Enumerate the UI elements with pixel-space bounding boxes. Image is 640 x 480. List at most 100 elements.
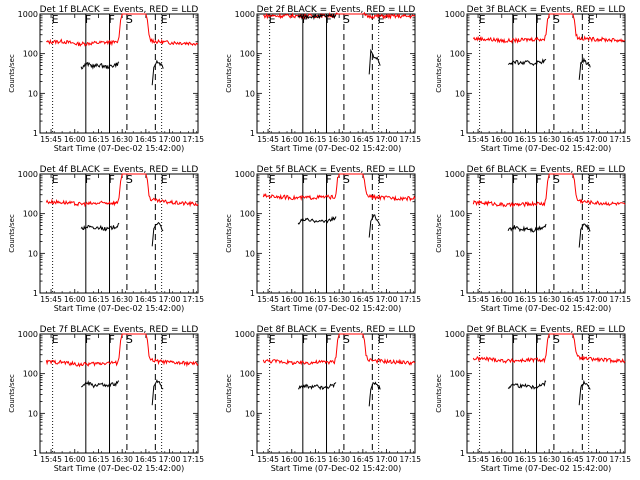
x-tick-label: 16:45 (352, 135, 374, 144)
series-lld-line (263, 11, 416, 20)
y-tick-label: 1000 (445, 170, 465, 179)
x-tick-label: 16:45 (135, 135, 157, 144)
y-axis-label: Counts/sec (225, 54, 233, 93)
region-marker-F: F (326, 333, 332, 346)
y-tick-label: 10 (245, 409, 255, 418)
x-axis-label: Start Time (07-Dec-02 15:42:00) (481, 304, 612, 313)
x-tick-label: 16:15 (305, 455, 327, 464)
x-tick-label: 16:30 (538, 455, 560, 464)
y-tick-label: 100 (240, 50, 255, 59)
region-marker-E: E (52, 13, 59, 26)
x-tick-label: 17:15 (609, 295, 631, 304)
series-lld-line (262, 173, 416, 202)
panel-title: Det 2f BLACK = Events, RED = LLD (257, 5, 416, 15)
region-marker-F: F (536, 333, 542, 346)
region-marker-E: E (378, 173, 385, 186)
y-tick-label: 1 (33, 289, 38, 298)
y-tick-label: 1000 (235, 10, 255, 19)
series-events-line (80, 61, 120, 70)
series-events-line (368, 48, 381, 75)
region-marker-E: E (52, 173, 59, 186)
x-tick-label: 17:15 (399, 295, 421, 304)
region-marker-E: E (161, 13, 168, 26)
series-lld-line (472, 173, 626, 209)
x-tick-label: 16:45 (352, 295, 374, 304)
y-axis-label: Counts/sec (225, 214, 233, 253)
series-events-line (507, 223, 547, 233)
panel-title: Det 9f BLACK = Events, RED = LLD (467, 325, 626, 335)
y-axis-label: Counts/sec (8, 214, 16, 253)
x-tick-label: 15:45 (40, 135, 62, 144)
region-marker-E: E (161, 173, 168, 186)
x-tick-label: 16:45 (562, 455, 584, 464)
y-tick-label: 1000 (445, 10, 465, 19)
x-tick-label: 16:15 (305, 135, 327, 144)
series-lld-line (472, 333, 626, 364)
y-axis-label: Counts/sec (435, 54, 443, 93)
region-marker-S: S (126, 13, 133, 26)
x-tick-label: 17:15 (399, 135, 421, 144)
x-tick-label: 17:15 (609, 135, 631, 144)
region-marker-E: E (479, 333, 486, 346)
x-axis-label: Start Time (07-Dec-02 15:42:00) (271, 304, 402, 313)
y-tick-label: 10 (28, 249, 38, 258)
plot-frame (256, 13, 416, 134)
series-events-line (297, 215, 337, 225)
series-events-line (578, 223, 591, 248)
x-tick-label: 16:00 (64, 295, 86, 304)
series-lld-line (45, 333, 199, 368)
x-tick-label: 15:45 (467, 135, 489, 144)
y-tick-label: 100 (240, 210, 255, 219)
region-marker-E: E (588, 13, 595, 26)
region-marker-F: F (326, 13, 332, 26)
y-tick-label: 100 (450, 210, 465, 219)
y-tick-label: 10 (28, 89, 38, 98)
x-tick-label: 17:00 (159, 295, 181, 304)
region-marker-F: F (302, 333, 308, 346)
panel-det-8: Det 8f BLACK = Events, RED = LLD 1 10 100 10… (225, 325, 421, 473)
series-events-line (151, 59, 164, 86)
y-axis-label: Counts/sec (8, 374, 16, 413)
panel-title: Det 8f BLACK = Events, RED = LLD (257, 325, 416, 335)
x-tick-label: 17:15 (182, 295, 204, 304)
plot-frame (39, 13, 199, 134)
panel-title: Det 5f BLACK = Events, RED = LLD (257, 165, 416, 175)
x-tick-label: 16:15 (88, 455, 110, 464)
y-tick-label: 1000 (18, 10, 38, 19)
y-tick-label: 10 (455, 249, 465, 258)
x-tick-label: 16:00 (281, 295, 303, 304)
x-tick-label: 16:30 (111, 455, 133, 464)
panel-title: Det 1f BLACK = Events, RED = LLD (40, 5, 199, 15)
series-events-line (368, 214, 381, 238)
x-tick-label: 16:00 (491, 455, 513, 464)
region-marker-E: E (378, 13, 385, 26)
series-events-line (578, 57, 591, 80)
plot-frame (256, 173, 416, 294)
y-tick-label: 1000 (18, 170, 38, 179)
plot-frame (466, 333, 626, 454)
region-marker-E: E (479, 13, 486, 26)
region-marker-E: E (269, 173, 276, 186)
x-tick-label: 16:00 (281, 455, 303, 464)
x-tick-label: 17:00 (586, 455, 608, 464)
y-tick-label: 1000 (235, 330, 255, 339)
x-tick-label: 16:45 (135, 295, 157, 304)
series-lld-line (262, 333, 416, 366)
x-tick-label: 16:15 (515, 295, 537, 304)
region-marker-F: F (512, 13, 518, 26)
x-tick-label: 17:00 (159, 135, 181, 144)
region-marker-S: S (343, 173, 350, 186)
x-tick-label: 15:45 (467, 295, 489, 304)
x-tick-label: 16:30 (328, 455, 350, 464)
panel-det-4: Det 4f BLACK = Events, RED = LLD 1 10 100 10… (8, 165, 204, 313)
region-marker-F: F (85, 333, 91, 346)
region-marker-E: E (479, 173, 486, 186)
region-marker-E: E (269, 13, 276, 26)
x-tick-label: 15:45 (40, 455, 62, 464)
x-tick-label: 16:15 (88, 295, 110, 304)
x-tick-label: 15:45 (257, 295, 279, 304)
panel-title: Det 3f BLACK = Events, RED = LLD (467, 5, 626, 15)
y-tick-label: 100 (240, 370, 255, 379)
series-events-line (507, 58, 547, 67)
x-tick-label: 16:30 (111, 135, 133, 144)
